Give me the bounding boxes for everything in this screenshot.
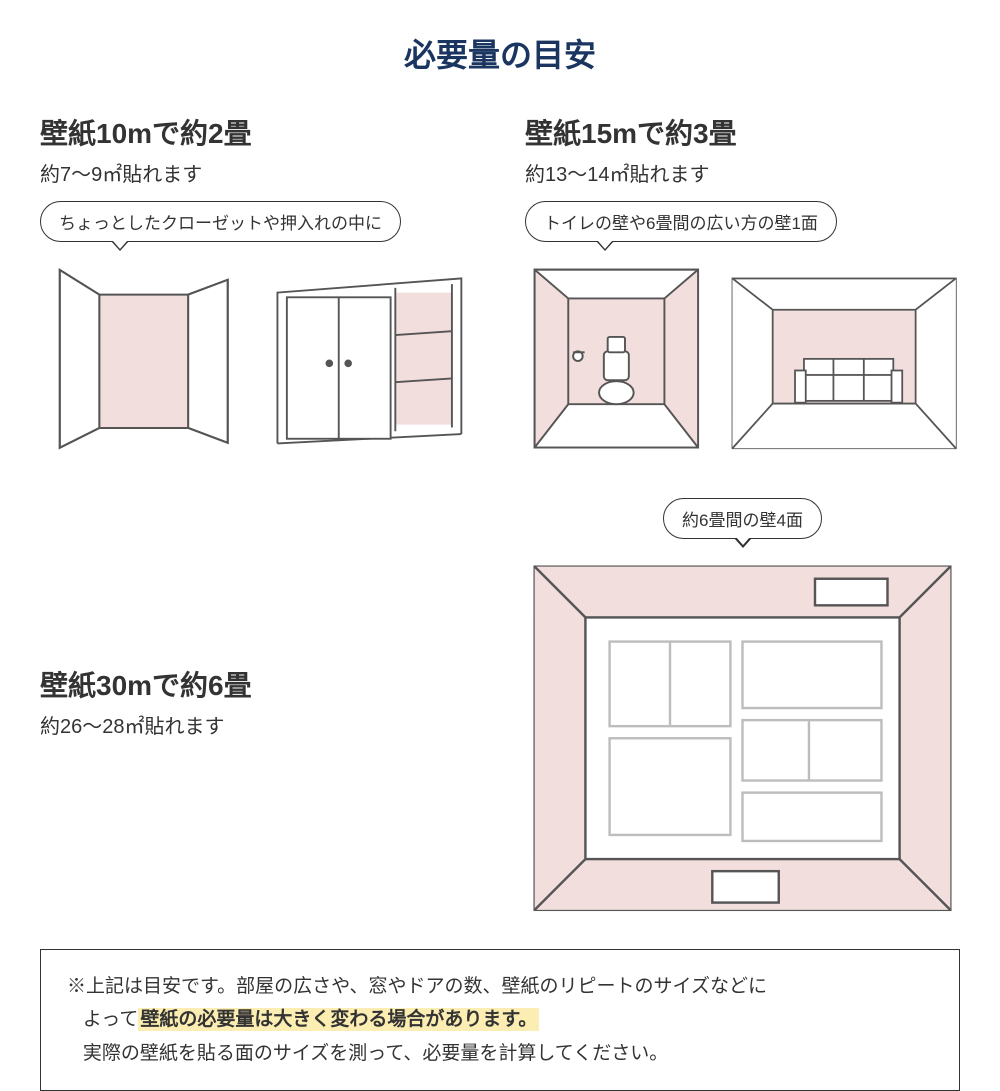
illus-room-onewall bbox=[728, 274, 960, 453]
section-10m-bubble: ちょっとしたクローゼットや押入れの中に bbox=[40, 201, 401, 242]
illus-closet-open bbox=[40, 260, 248, 458]
section-10m-title: 壁紙10mで約2畳 bbox=[40, 112, 475, 152]
section-15m-sub: 約13～14㎡貼れます bbox=[525, 158, 960, 187]
section-15m-bubble: トイレの壁や6畳間の広い方の壁1面 bbox=[525, 201, 837, 242]
section-10m: 壁紙10mで約2畳 約7～9㎡貼れます ちょっとしたクローゼットや押入れの中に bbox=[40, 112, 475, 458]
page-title: 必要量の目安 bbox=[40, 30, 960, 76]
section-15m: 壁紙15mで約3畳 約13～14㎡貼れます トイレの壁や6畳間の広い方の壁1面 bbox=[525, 112, 960, 458]
section-10m-sub: 約7～9㎡貼れます bbox=[40, 158, 475, 187]
section-30m-text: 壁紙30mで約6畳 約26～28㎡貼れます bbox=[40, 498, 475, 920]
section-30m-bubble: 約6畳間の壁4面 bbox=[663, 498, 822, 539]
illus-6tatami-4walls bbox=[525, 557, 960, 920]
section-15m-title: 壁紙15mで約3畳 bbox=[525, 112, 960, 152]
section-30m-sub: 約26～28㎡貼れます bbox=[40, 710, 475, 739]
illus-closet-sliding bbox=[268, 269, 476, 458]
illus-toilet-room bbox=[525, 260, 708, 452]
note-line-3-text: 実際の壁紙を貼る面のサイズを測って、必要量を計算してください。 bbox=[83, 1043, 668, 1064]
note-box: ※上記は目安です。部屋の広さや、窓やドアの数、壁紙のリピートのサイズなどに よっ… bbox=[40, 949, 960, 1091]
note-line-2a: よって bbox=[83, 1009, 138, 1030]
note-line-3: 実際の壁紙を貼る面のサイズを測って、必要量を計算してください。 bbox=[67, 1037, 933, 1070]
section-30m-title: 壁紙30mで約6畳 bbox=[40, 664, 475, 704]
note-line-1: ※上記は目安です。部屋の広さや、窓やドアの数、壁紙のリピートのサイズなどに bbox=[67, 970, 933, 1003]
sections-grid: 壁紙10mで約2畳 約7～9㎡貼れます ちょっとしたクローゼットや押入れの中に bbox=[40, 112, 960, 919]
note-highlight: 壁紙の必要量は大きく変わる場合があります。 bbox=[138, 1008, 539, 1031]
note-line-2: よって壁紙の必要量は大きく変わる場合があります。 bbox=[67, 1003, 933, 1036]
section-30m-illus: 約6畳間の壁4面 bbox=[525, 498, 960, 920]
